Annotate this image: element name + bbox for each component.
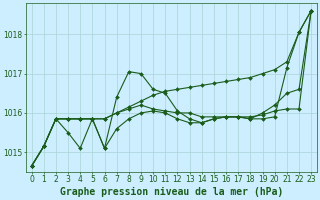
X-axis label: Graphe pression niveau de la mer (hPa): Graphe pression niveau de la mer (hPa): [60, 187, 283, 197]
